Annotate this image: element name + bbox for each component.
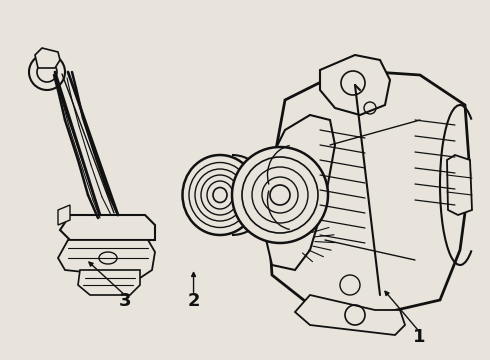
Polygon shape (447, 155, 472, 215)
Text: 2: 2 (187, 292, 200, 310)
Circle shape (232, 147, 328, 243)
Polygon shape (265, 115, 335, 270)
Polygon shape (78, 270, 140, 295)
Circle shape (29, 54, 65, 90)
Ellipse shape (182, 155, 258, 235)
Polygon shape (268, 70, 470, 315)
Text: 1: 1 (413, 328, 425, 346)
Polygon shape (35, 48, 60, 68)
Polygon shape (320, 55, 390, 115)
Text: 3: 3 (119, 292, 131, 310)
Polygon shape (58, 240, 155, 278)
Polygon shape (58, 205, 70, 225)
Polygon shape (295, 295, 405, 335)
Polygon shape (60, 215, 155, 240)
